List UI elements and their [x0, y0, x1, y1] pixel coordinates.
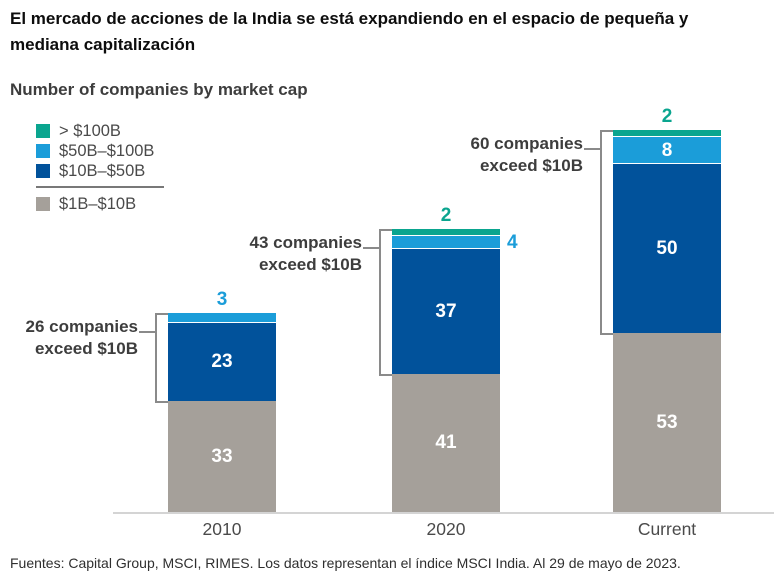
x-axis-category-label: 2010 [202, 519, 242, 539]
bracket-tick-bottom [379, 374, 392, 376]
annotation-text-line: exceed $10B [258, 255, 362, 274]
legend-item: $1B–$10B [36, 194, 164, 214]
bar-segment [613, 164, 721, 333]
annotation-text-line: exceed $10B [479, 156, 583, 175]
bracket-line-vertical [155, 313, 157, 401]
annotation-text: 60 companies exceed $10B [471, 133, 583, 177]
legend-item: > $100B [36, 121, 164, 141]
segment-value-label-above: 2 [661, 106, 673, 127]
annotation-text-line: exceed $10B [34, 339, 138, 358]
bar-segment [613, 333, 721, 512]
annotation-text: 26 companies exceed $10B [26, 316, 138, 360]
legend-label: $10B–$50B [59, 161, 146, 180]
annotation-text-line: 43 companies [249, 233, 362, 252]
segment-value-label: 50 [656, 237, 678, 259]
page-title-line-1: El mercado de acciones de la India se es… [10, 9, 689, 28]
page-title: El mercado de acciones de la India se es… [10, 6, 766, 58]
bar-segment [392, 229, 500, 236]
segment-value-label: 53 [656, 411, 678, 433]
x-axis-category-label: 2020 [426, 519, 466, 539]
legend-swatch-10b-50b [36, 164, 50, 178]
bar-segment [168, 313, 276, 323]
annotation-leader-line [363, 247, 379, 249]
segment-value-label: 23 [211, 351, 233, 372]
bracket-line-vertical [379, 229, 381, 374]
annotation-text-line: 60 companies [470, 134, 583, 153]
segment-value-label: 41 [435, 432, 457, 453]
legend-label: $1B–$10B [59, 194, 137, 213]
segment-value-label: 8 [661, 139, 673, 161]
annotation-leader-line [139, 331, 155, 333]
annotation-text-line: 26 companies [25, 317, 138, 336]
segment-value-label-above: 2 [440, 205, 452, 226]
legend-item: $50B–$100B [36, 141, 164, 161]
x-axis-category-label: Current [637, 519, 697, 539]
bar-segment [392, 249, 500, 374]
annotation-leader-line [584, 148, 600, 150]
legend: > $100B $50B–$100B $10B–$50B $1B–$10B [36, 121, 164, 214]
source-note: Fuentes: Capital Group, MSCI, RIMES. Los… [10, 555, 681, 571]
segment-value-label: 33 [211, 445, 233, 467]
legend-label: $50B–$100B [59, 141, 155, 160]
bar-segment [168, 323, 276, 401]
bar-segment [168, 401, 276, 512]
legend-swatch-50b-100b [36, 144, 50, 158]
page-title-line-2: mediana capitalización [10, 35, 196, 54]
legend-item: $10B–$50B [36, 161, 164, 181]
bar-segment [613, 137, 721, 164]
bracket-tick-bottom [155, 401, 168, 403]
bar-segment [392, 236, 500, 249]
x-axis-line [113, 512, 774, 514]
bar-segment [613, 130, 721, 137]
bracket-line-vertical [600, 130, 602, 333]
chart-subtitle: Number of companies by market cap [10, 80, 308, 99]
annotation-text: 43 companies exceed $10B [250, 232, 362, 276]
bar-segment [392, 374, 500, 512]
bracket-tick-bottom [600, 333, 613, 335]
bracket-tick-top [379, 229, 392, 231]
bracket-tick-top [155, 313, 168, 315]
legend-swatch-1b-10b [36, 197, 50, 211]
legend-swatch-over-100b [36, 124, 50, 138]
segment-value-label-right: 4 [507, 232, 518, 253]
segment-value-label-above: 3 [216, 289, 228, 310]
segment-value-label: 37 [435, 300, 457, 322]
bracket-tick-top [600, 130, 613, 132]
legend-separator-line [36, 186, 164, 188]
legend-label: > $100B [59, 121, 121, 140]
